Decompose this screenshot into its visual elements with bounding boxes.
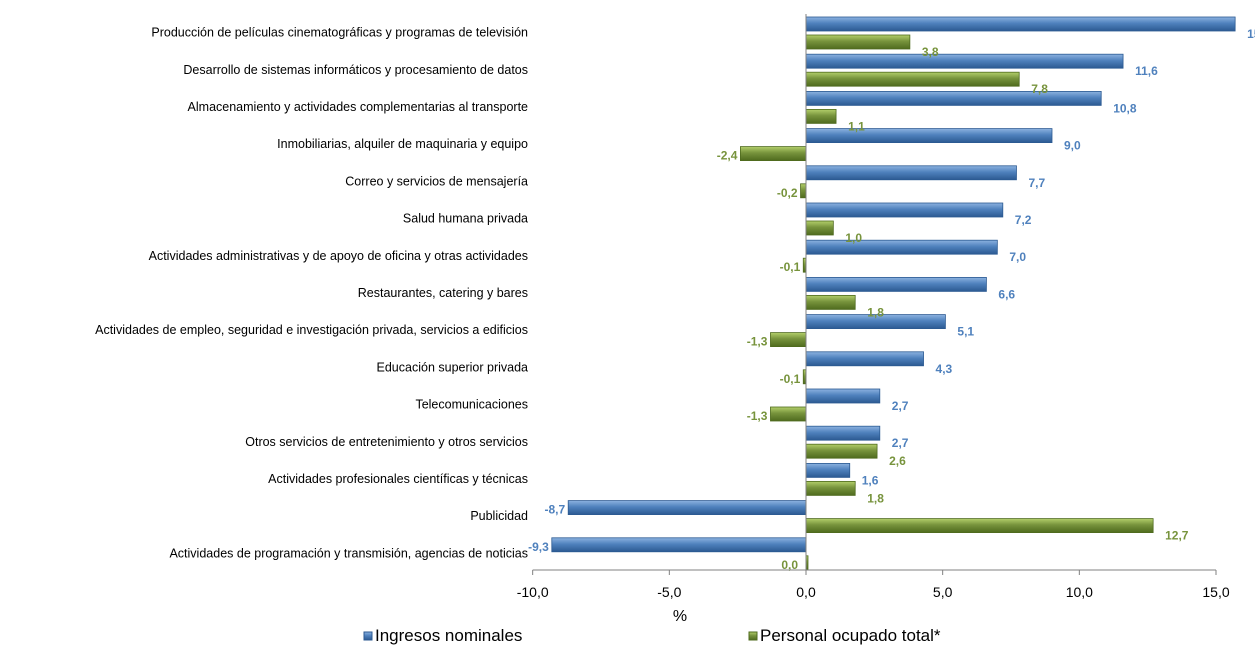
bar-ingresos bbox=[805, 165, 1017, 181]
bar-ingresos bbox=[805, 239, 998, 255]
data-label-ingresos: 7,2 bbox=[1015, 213, 1032, 227]
bar-ingresos bbox=[805, 202, 1004, 218]
data-label-personal: 1,8 bbox=[867, 305, 884, 319]
data-label-personal: -1,3 bbox=[747, 409, 768, 423]
category-label: Publicidad bbox=[470, 509, 528, 523]
bar-ingresos bbox=[805, 425, 881, 441]
category-label: Almacenamiento y actividades complementa… bbox=[188, 100, 528, 114]
category-labels: Producción de películas cinematográficas… bbox=[95, 26, 528, 561]
data-label-ingresos: 2,7 bbox=[892, 399, 909, 413]
bar-personal bbox=[805, 109, 837, 124]
bar-personal bbox=[805, 71, 1020, 87]
bar-ingresos bbox=[805, 388, 881, 404]
data-label-personal: -1,3 bbox=[747, 335, 768, 349]
data-label-personal: -2,4 bbox=[717, 149, 738, 163]
legend-swatch-personal bbox=[748, 631, 758, 641]
category-label: Educación superior privada bbox=[377, 360, 529, 374]
data-label-ingresos: 1,6 bbox=[862, 473, 879, 487]
bar-ingresos bbox=[805, 91, 1102, 106]
bar-ingresos bbox=[551, 537, 807, 553]
data-label-ingresos: 11,6 bbox=[1135, 64, 1158, 78]
x-axis: -10,0 -5,0 0,0 5,0 10,0 15,0 bbox=[517, 14, 1230, 600]
bar-ingresos bbox=[805, 53, 1124, 69]
data-labels: 15,7 3,8 11,6 7,8 10,8 1,1 9,0 -2,4 7,7 -0,2 7,2 1,… bbox=[528, 27, 1255, 572]
bar-personal bbox=[805, 443, 878, 459]
bar-ingresos bbox=[805, 462, 851, 478]
data-label-ingresos: 9,0 bbox=[1064, 139, 1081, 153]
x-tick-label: 10,0 bbox=[1066, 584, 1093, 600]
data-label-personal: -0,1 bbox=[780, 372, 801, 386]
category-label: Otros servicios de entretenimiento y otr… bbox=[245, 435, 528, 449]
data-label-ingresos: 7,7 bbox=[1028, 176, 1045, 190]
bar-ingresos bbox=[805, 351, 924, 367]
legend-swatch-ingresos bbox=[363, 631, 373, 641]
bar-personal bbox=[805, 220, 834, 236]
x-axis-title: % bbox=[673, 608, 687, 625]
category-label: Actividades de empleo, seguridad e inves… bbox=[95, 323, 528, 337]
data-label-ingresos: -9,3 bbox=[528, 540, 549, 554]
bar-personal bbox=[740, 146, 807, 162]
x-tick-label: 0,0 bbox=[796, 584, 816, 600]
x-tick-label: -5,0 bbox=[657, 584, 681, 600]
legend-item-ingresos: Ingresos nominales bbox=[363, 626, 522, 645]
data-label-personal: 7,8 bbox=[1031, 82, 1048, 96]
x-tick-label: 5,0 bbox=[933, 584, 953, 600]
data-label-ingresos: -8,7 bbox=[545, 503, 566, 517]
data-label-personal: 1,1 bbox=[848, 119, 865, 133]
x-tick-label: 15,0 bbox=[1202, 584, 1229, 600]
data-label-personal: 1,8 bbox=[867, 491, 884, 505]
data-label-personal: 3,8 bbox=[922, 45, 939, 59]
legend-label-ingresos: Ingresos nominales bbox=[375, 626, 522, 645]
category-label: Actividades de programación y transmisió… bbox=[169, 546, 528, 560]
data-label-ingresos: 10,8 bbox=[1113, 101, 1137, 115]
data-label-ingresos: 7,0 bbox=[1009, 250, 1026, 264]
legend-item-personal: Personal ocupado total* bbox=[748, 626, 941, 645]
legend-label-personal: Personal ocupado total* bbox=[760, 626, 941, 645]
bar-ingresos bbox=[805, 16, 1236, 32]
bar-personal bbox=[800, 183, 807, 199]
bar-personal bbox=[770, 406, 807, 422]
data-label-personal: -0,2 bbox=[777, 186, 798, 200]
bar-ingresos bbox=[567, 500, 807, 516]
data-label-ingresos: 15,7 bbox=[1247, 27, 1255, 41]
data-label-personal: 0,0 bbox=[781, 558, 798, 572]
category-label: Restaurantes, catering y bares bbox=[358, 286, 528, 300]
category-label: Actividades profesionales científicas y … bbox=[268, 472, 528, 486]
data-label-ingresos: 6,6 bbox=[998, 287, 1015, 301]
category-label: Salud humana privada bbox=[403, 212, 528, 226]
x-tick-label: -10,0 bbox=[517, 584, 549, 600]
bar-personal bbox=[805, 34, 911, 50]
category-label: Actividades administrativas y de apoyo d… bbox=[149, 249, 528, 263]
bars bbox=[551, 16, 1236, 571]
data-label-personal: 1,0 bbox=[845, 231, 862, 245]
bar-ingresos bbox=[805, 128, 1053, 144]
bar-personal bbox=[805, 294, 856, 310]
category-label: Correo y servicios de mensajería bbox=[345, 174, 528, 188]
data-label-ingresos: 4,3 bbox=[936, 362, 953, 376]
data-label-ingresos: 2,7 bbox=[892, 436, 909, 450]
data-label-personal: 12,7 bbox=[1165, 529, 1189, 543]
bar-ingresos bbox=[805, 276, 987, 292]
bar-personal bbox=[805, 480, 856, 496]
data-label-ingresos: 5,1 bbox=[957, 325, 974, 339]
data-label-personal: -0,1 bbox=[780, 260, 801, 274]
category-label: Producción de películas cinematográficas… bbox=[151, 26, 528, 40]
category-label: Desarrollo de sistemas informáticos y pr… bbox=[183, 63, 528, 77]
legend: Ingresos nominales Personal ocupado tota… bbox=[363, 626, 941, 645]
bar-personal bbox=[805, 518, 1154, 533]
bar-personal bbox=[770, 332, 807, 348]
category-label: Telecomunicaciones bbox=[415, 398, 528, 412]
category-label: Inmobiliarias, alquiler de maquinaria y … bbox=[277, 137, 528, 151]
data-label-personal: 2,6 bbox=[889, 454, 906, 468]
